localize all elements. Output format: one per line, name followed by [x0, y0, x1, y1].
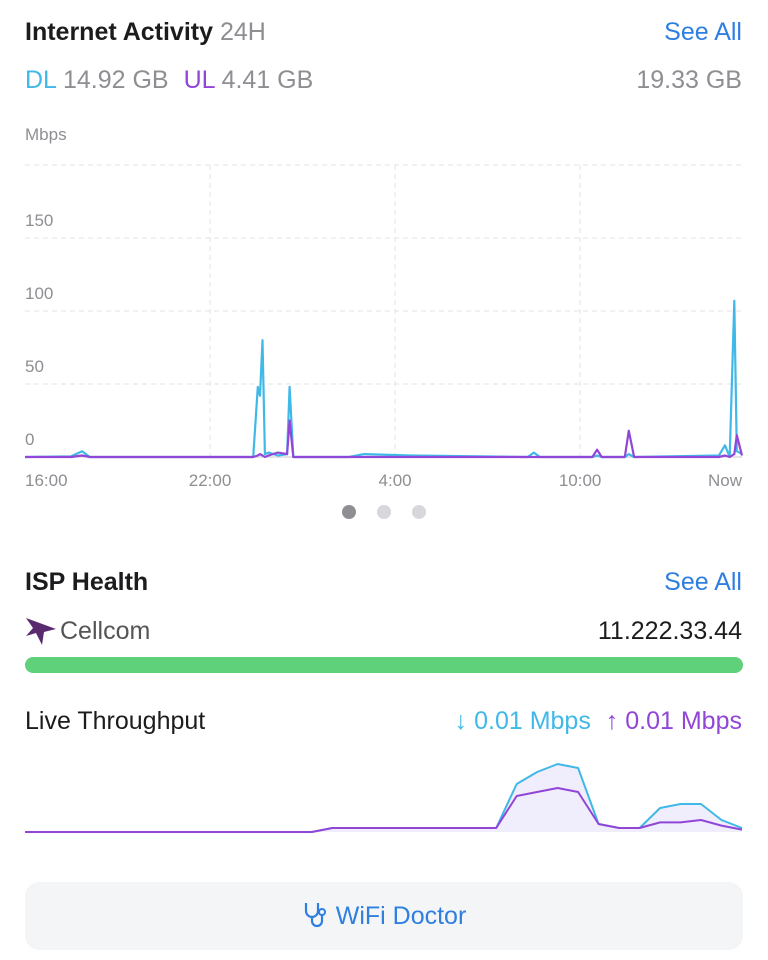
ul-value: 4.41 GB — [221, 66, 314, 94]
throughput-values: ↓ 0.01 Mbps ↑ 0.01 Mbps — [455, 707, 742, 736]
section-title: Internet Activity 24H — [25, 18, 266, 47]
see-all-link[interactable]: See All — [664, 568, 742, 596]
wifi-doctor-button[interactable]: WiFi Doctor — [25, 882, 743, 950]
throughput-label: Live Throughput — [25, 707, 206, 735]
dl-label: DL — [25, 66, 57, 94]
dl-value: 14.92 GB — [62, 66, 169, 94]
y-tick-label: 150 — [25, 211, 53, 230]
x-tick-label: 16:00 — [25, 471, 68, 490]
series-line — [25, 787, 743, 833]
ul-rate: 0.01 Mbps — [625, 707, 742, 735]
total: 19.33 GB — [636, 66, 742, 94]
page-dot[interactable] — [377, 505, 391, 519]
ul-label: UL — [183, 66, 215, 94]
series-line — [25, 419, 744, 459]
button-label: WiFi Doctor — [335, 902, 467, 930]
x-tick-label: 22:00 — [189, 471, 232, 490]
series-line — [25, 763, 743, 833]
throughput-chart — [25, 763, 743, 833]
title: Internet Activity — [25, 18, 214, 46]
see-all-link[interactable]: See All — [664, 18, 742, 46]
x-tick-label: Now — [708, 471, 743, 490]
x-tick-label: 10:00 — [559, 471, 602, 490]
series-line — [24, 299, 743, 459]
activity-chart: Mbps 0 50 100 150 16:00 22:00 4:00 10:00 Now — [24, 125, 744, 519]
y-tick-label: 50 — [25, 357, 44, 376]
period: 24H — [219, 18, 266, 46]
provider-logo — [26, 618, 56, 645]
provider: Cellcom — [60, 617, 151, 645]
y-tick-label: 100 — [25, 284, 53, 303]
page-dot[interactable] — [342, 505, 356, 519]
y-axis-label: Mbps — [25, 125, 67, 144]
stethoscope-icon — [304, 903, 326, 928]
ip-address: 11.222.33.44 — [597, 617, 742, 645]
isp-title: ISP Health — [25, 568, 149, 596]
area-fill — [25, 764, 742, 832]
download-rate: ↓ 0.01 Mbps — [454, 707, 591, 735]
page-dot[interactable] — [412, 505, 426, 519]
y-tick-label: 0 — [25, 430, 34, 449]
dl-rate: 0.01 Mbps — [474, 707, 591, 735]
totals: DL 14.92 GB UL 4.41 GB — [25, 66, 313, 95]
health-bar — [25, 657, 743, 673]
upload-rate: ↑ 0.01 Mbps — [605, 707, 742, 735]
x-tick-label: 4:00 — [379, 471, 412, 490]
